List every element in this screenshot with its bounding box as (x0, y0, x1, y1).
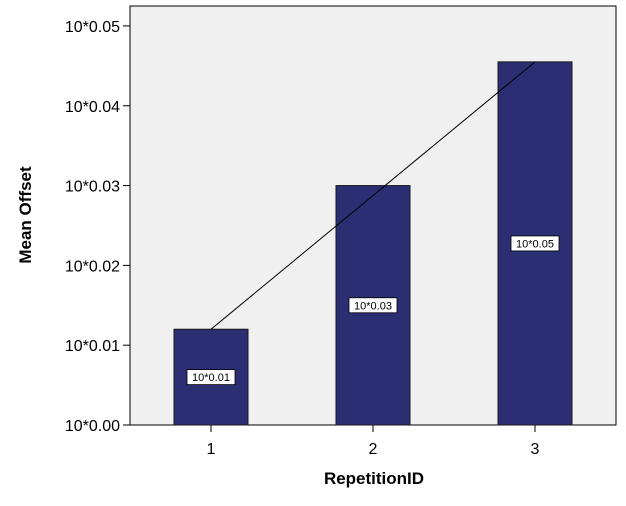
y-tick-label: 10*0.03 (65, 179, 120, 196)
data-label-box (348, 297, 398, 314)
y-tick-label: 10*0.04 (65, 99, 120, 116)
y-tick-label: 10*0.05 (65, 19, 120, 36)
data-label: 10*0.01 (192, 372, 230, 384)
y-tick-label: 10*0.02 (65, 258, 120, 275)
y-tick-label: 10*0.01 (65, 338, 120, 355)
data-label: 10*0.05 (516, 238, 554, 250)
y-axis-title: Mean Offset (16, 166, 35, 264)
y-tick-label: 10*0.00 (65, 418, 120, 435)
x-tick-label: 1 (207, 441, 216, 458)
x-axis: 1 2 3 (207, 425, 540, 458)
x-tick-label: 2 (369, 441, 378, 458)
x-tick-label: 3 (531, 441, 540, 458)
trend-line-group (210, 61, 536, 330)
data-label: 10*0.03 (354, 300, 392, 312)
x-axis-title: RepetitionID (324, 469, 424, 488)
data-label-box (186, 369, 236, 386)
bar-labels: 10*0.01 10*0.03 10*0.05 (186, 235, 560, 386)
data-label-box (510, 235, 560, 252)
y-axis: 10*0.00 10*0.01 10*0.02 10*0.03 10*0.04 10*0.… (65, 19, 130, 435)
trend-line (210, 61, 536, 330)
